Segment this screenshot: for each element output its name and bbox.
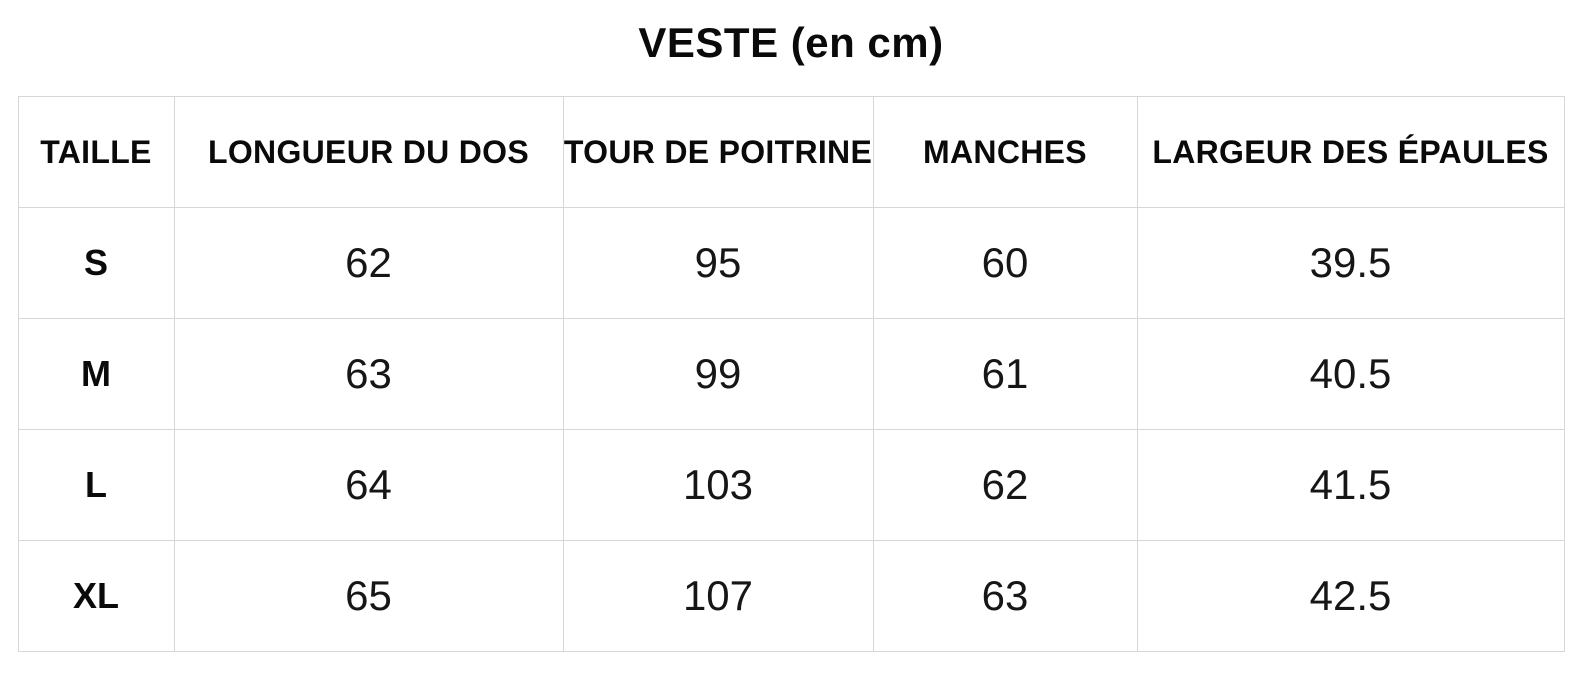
size-cell: L: [17, 429, 175, 541]
table-row-m: M 63 99 61 40.5: [17, 318, 1565, 430]
column-header-tour-de-poitrine: TOUR DE POITRINE: [562, 96, 874, 208]
value-cell: 62: [173, 207, 564, 319]
column-header-largeur-des-epaules: LARGEUR DES ÉPAULES: [1136, 96, 1565, 208]
table-row-xl: XL 65 107 63 42.5: [17, 540, 1565, 652]
column-header-taille: TAILLE: [17, 96, 175, 208]
value-cell: 60: [872, 207, 1138, 319]
value-cell: 61: [872, 318, 1138, 430]
table-row-l: L 64 103 62 41.5: [17, 429, 1565, 541]
value-cell: 62: [872, 429, 1138, 541]
value-cell: 41.5: [1136, 429, 1565, 541]
value-cell: 39.5: [1136, 207, 1565, 319]
header-row: TAILLE LONGUEUR DU DOS TOUR DE POITRINE …: [17, 96, 1565, 208]
size-cell: S: [17, 207, 175, 319]
size-cell: XL: [17, 540, 175, 652]
value-cell: 42.5: [1136, 540, 1565, 652]
size-chart-table: TAILLE LONGUEUR DU DOS TOUR DE POITRINE …: [17, 96, 1565, 652]
value-cell: 103: [562, 429, 874, 541]
value-cell: 99: [562, 318, 874, 430]
column-header-manches: MANCHES: [872, 96, 1138, 208]
value-cell: 95: [562, 207, 874, 319]
value-cell: 40.5: [1136, 318, 1565, 430]
size-cell: M: [17, 318, 175, 430]
value-cell: 107: [562, 540, 874, 652]
value-cell: 64: [173, 429, 564, 541]
value-cell: 63: [173, 318, 564, 430]
value-cell: 63: [872, 540, 1138, 652]
value-cell: 65: [173, 540, 564, 652]
table-row-s: S 62 95 60 39.5: [17, 207, 1565, 319]
page-title: VESTE (en cm): [638, 19, 944, 66]
column-header-longueur-du-dos: LONGUEUR DU DOS: [173, 96, 564, 208]
